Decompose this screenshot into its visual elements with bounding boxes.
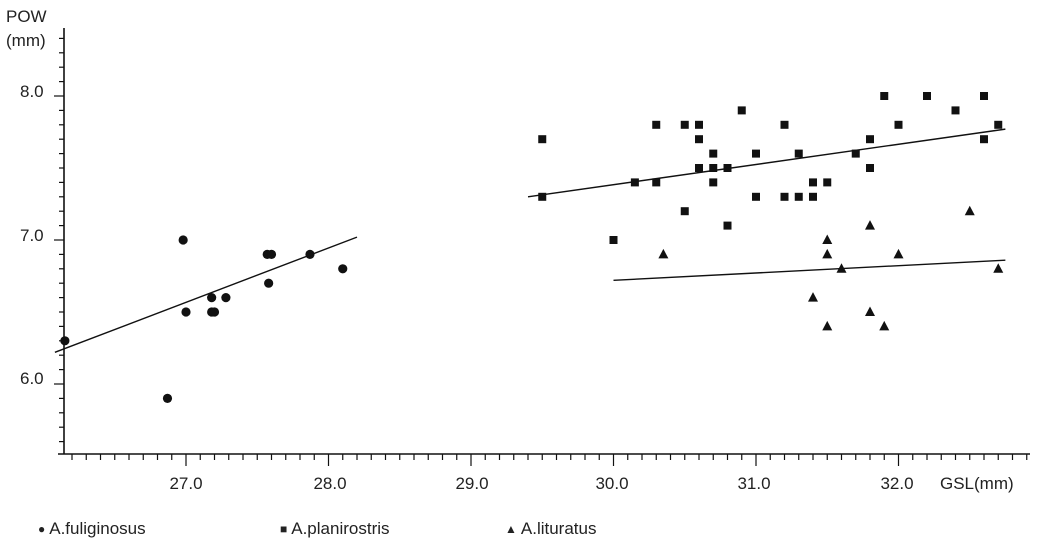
point-lituratus bbox=[893, 248, 904, 259]
point-fuliginosus bbox=[178, 235, 188, 245]
point-lituratus bbox=[808, 292, 818, 302]
point-planirostris bbox=[680, 120, 689, 129]
legend: ● A.fuliginosus ■ A.planirostris ▲ A.lit… bbox=[38, 519, 596, 539]
point-planirostris bbox=[980, 135, 988, 144]
point-planirostris bbox=[780, 120, 789, 129]
fit-lines bbox=[54, 128, 1006, 353]
circle-marker-icon: ● bbox=[38, 522, 46, 536]
point-planirostris bbox=[709, 164, 718, 172]
point-planirostris bbox=[894, 120, 903, 129]
x-tick-label-31: 31.0 bbox=[737, 474, 770, 493]
point-planirostris bbox=[723, 164, 732, 172]
point-lituratus bbox=[836, 263, 847, 273]
point-planirostris bbox=[695, 164, 703, 172]
legend-item-lituratus: ▲ A.lituratus bbox=[505, 519, 596, 539]
data-points bbox=[60, 92, 1004, 403]
point-planirostris bbox=[723, 221, 732, 230]
point-planirostris bbox=[809, 178, 817, 187]
point-planirostris bbox=[752, 149, 760, 158]
fit-line-planirostris bbox=[527, 128, 1006, 198]
point-planirostris bbox=[951, 106, 960, 115]
point-planirostris bbox=[538, 192, 547, 201]
point-lituratus bbox=[879, 320, 890, 331]
point-planirostris bbox=[780, 192, 789, 201]
y-minor-ticks bbox=[54, 37, 64, 443]
point-planirostris bbox=[630, 178, 639, 187]
point-fuliginosus bbox=[209, 307, 220, 317]
point-planirostris bbox=[794, 192, 803, 201]
point-planirostris bbox=[609, 236, 618, 244]
point-planirostris bbox=[680, 207, 689, 216]
x-tick-label-29: 29.0 bbox=[455, 474, 488, 493]
point-lituratus bbox=[865, 220, 875, 230]
legend-item-planirostris: ■ A.planirostris bbox=[280, 519, 505, 539]
point-planirostris bbox=[809, 192, 817, 201]
point-planirostris bbox=[980, 92, 988, 100]
legend-label-lituratus: A.lituratus bbox=[520, 519, 597, 538]
point-fuliginosus bbox=[181, 307, 191, 317]
point-fuliginosus bbox=[60, 336, 70, 346]
fit-line-lituratus bbox=[613, 259, 1006, 282]
square-marker-icon: ■ bbox=[280, 522, 288, 536]
point-planirostris bbox=[923, 92, 931, 100]
point-fuliginosus bbox=[266, 249, 277, 259]
point-lituratus bbox=[993, 263, 1004, 273]
point-lituratus bbox=[822, 248, 833, 259]
point-planirostris bbox=[709, 178, 718, 187]
point-planirostris bbox=[823, 178, 832, 187]
y-tick-label-6: 6.0 bbox=[20, 369, 44, 388]
point-planirostris bbox=[695, 120, 703, 129]
point-planirostris bbox=[709, 149, 718, 158]
point-planirostris bbox=[538, 135, 547, 144]
y-tick-label-7: 7.0 bbox=[20, 226, 44, 245]
point-planirostris bbox=[752, 192, 760, 201]
x-tick-label-30: 30.0 bbox=[595, 474, 628, 493]
x-axis-title: GSL(mm) bbox=[940, 474, 1014, 493]
point-fuliginosus bbox=[221, 293, 231, 303]
point-planirostris bbox=[695, 135, 703, 144]
y-axis-title-line1: POW bbox=[6, 7, 47, 26]
point-fuliginosus bbox=[338, 264, 348, 274]
triangle-marker-icon: ▲ bbox=[505, 522, 517, 536]
point-planirostris bbox=[866, 135, 874, 144]
point-fuliginosus bbox=[264, 278, 274, 288]
legend-label-fuliginosus: A.fuliginosus bbox=[49, 519, 146, 538]
point-planirostris bbox=[794, 149, 803, 158]
point-lituratus bbox=[822, 320, 833, 331]
point-planirostris bbox=[652, 178, 661, 187]
point-planirostris bbox=[851, 149, 860, 158]
y-axis-title-line2: (mm) bbox=[6, 31, 46, 50]
legend-item-fuliginosus: ● A.fuliginosus bbox=[38, 519, 280, 539]
grid-axes bbox=[54, 28, 1030, 466]
point-planirostris bbox=[880, 92, 889, 100]
point-planirostris bbox=[866, 164, 874, 172]
point-fuliginosus bbox=[162, 393, 173, 403]
point-lituratus bbox=[822, 234, 833, 244]
point-planirostris bbox=[737, 106, 746, 115]
point-lituratus bbox=[865, 306, 875, 316]
y-tick-label-8: 8.0 bbox=[20, 82, 44, 101]
point-lituratus bbox=[658, 248, 669, 259]
point-fuliginosus bbox=[305, 249, 315, 259]
x-tick-label-28: 28.0 bbox=[313, 474, 346, 493]
x-tick-label-27: 27.0 bbox=[169, 474, 202, 493]
x-tick-label-32: 32.0 bbox=[880, 474, 913, 493]
x-minor-ticks bbox=[71, 454, 1028, 466]
point-fuliginosus bbox=[207, 293, 217, 303]
point-planirostris bbox=[994, 120, 1003, 129]
point-planirostris bbox=[652, 120, 661, 129]
point-lituratus bbox=[964, 205, 975, 216]
legend-label-planirostris: A.planirostris bbox=[291, 519, 390, 538]
